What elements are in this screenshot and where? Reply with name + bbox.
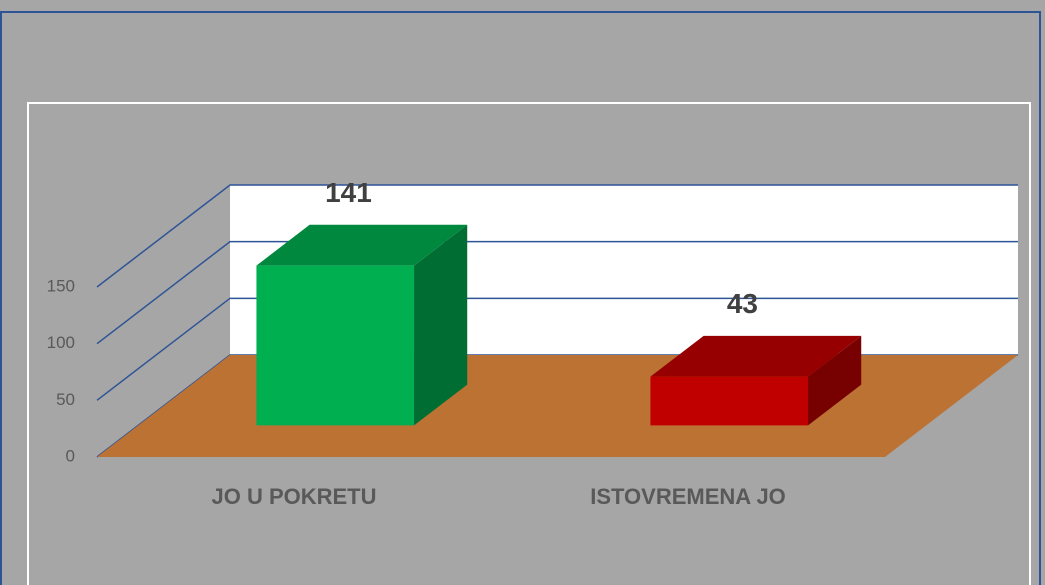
y-tick-label: 150 <box>47 276 75 295</box>
bar-top <box>256 224 468 266</box>
value-label: 141 <box>325 177 372 208</box>
y-tick-label: 0 <box>66 446 75 465</box>
plot-area <box>27 102 1031 585</box>
grid-line <box>96 240 1018 345</box>
outer-border <box>0 11 1041 585</box>
bar-side <box>808 335 862 426</box>
bar-top <box>650 335 862 377</box>
floor <box>97 355 1018 457</box>
bar <box>650 376 809 426</box>
y-tick-label: 50 <box>56 390 75 409</box>
x-tick-label: ISTOVREMENA JO <box>590 484 786 509</box>
bar-side <box>414 224 468 426</box>
value-label: 43 <box>727 288 758 319</box>
x-tick-label: JO U POKRETU <box>211 484 376 509</box>
bar <box>256 265 415 426</box>
grid-line <box>96 184 1018 288</box>
grid-line <box>96 297 1018 401</box>
y-tick-label: 100 <box>47 333 75 352</box>
